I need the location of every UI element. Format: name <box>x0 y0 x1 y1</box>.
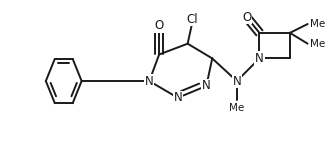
Text: O: O <box>242 11 251 24</box>
Text: Me: Me <box>229 103 244 113</box>
Text: Me: Me <box>310 39 325 49</box>
Text: Me: Me <box>310 19 325 29</box>
Text: N: N <box>173 91 182 104</box>
Text: Cl: Cl <box>187 13 198 26</box>
Text: N: N <box>202 79 211 92</box>
Text: N: N <box>145 75 154 88</box>
Text: N: N <box>255 52 264 65</box>
Text: O: O <box>155 19 164 32</box>
Text: N: N <box>232 75 241 88</box>
